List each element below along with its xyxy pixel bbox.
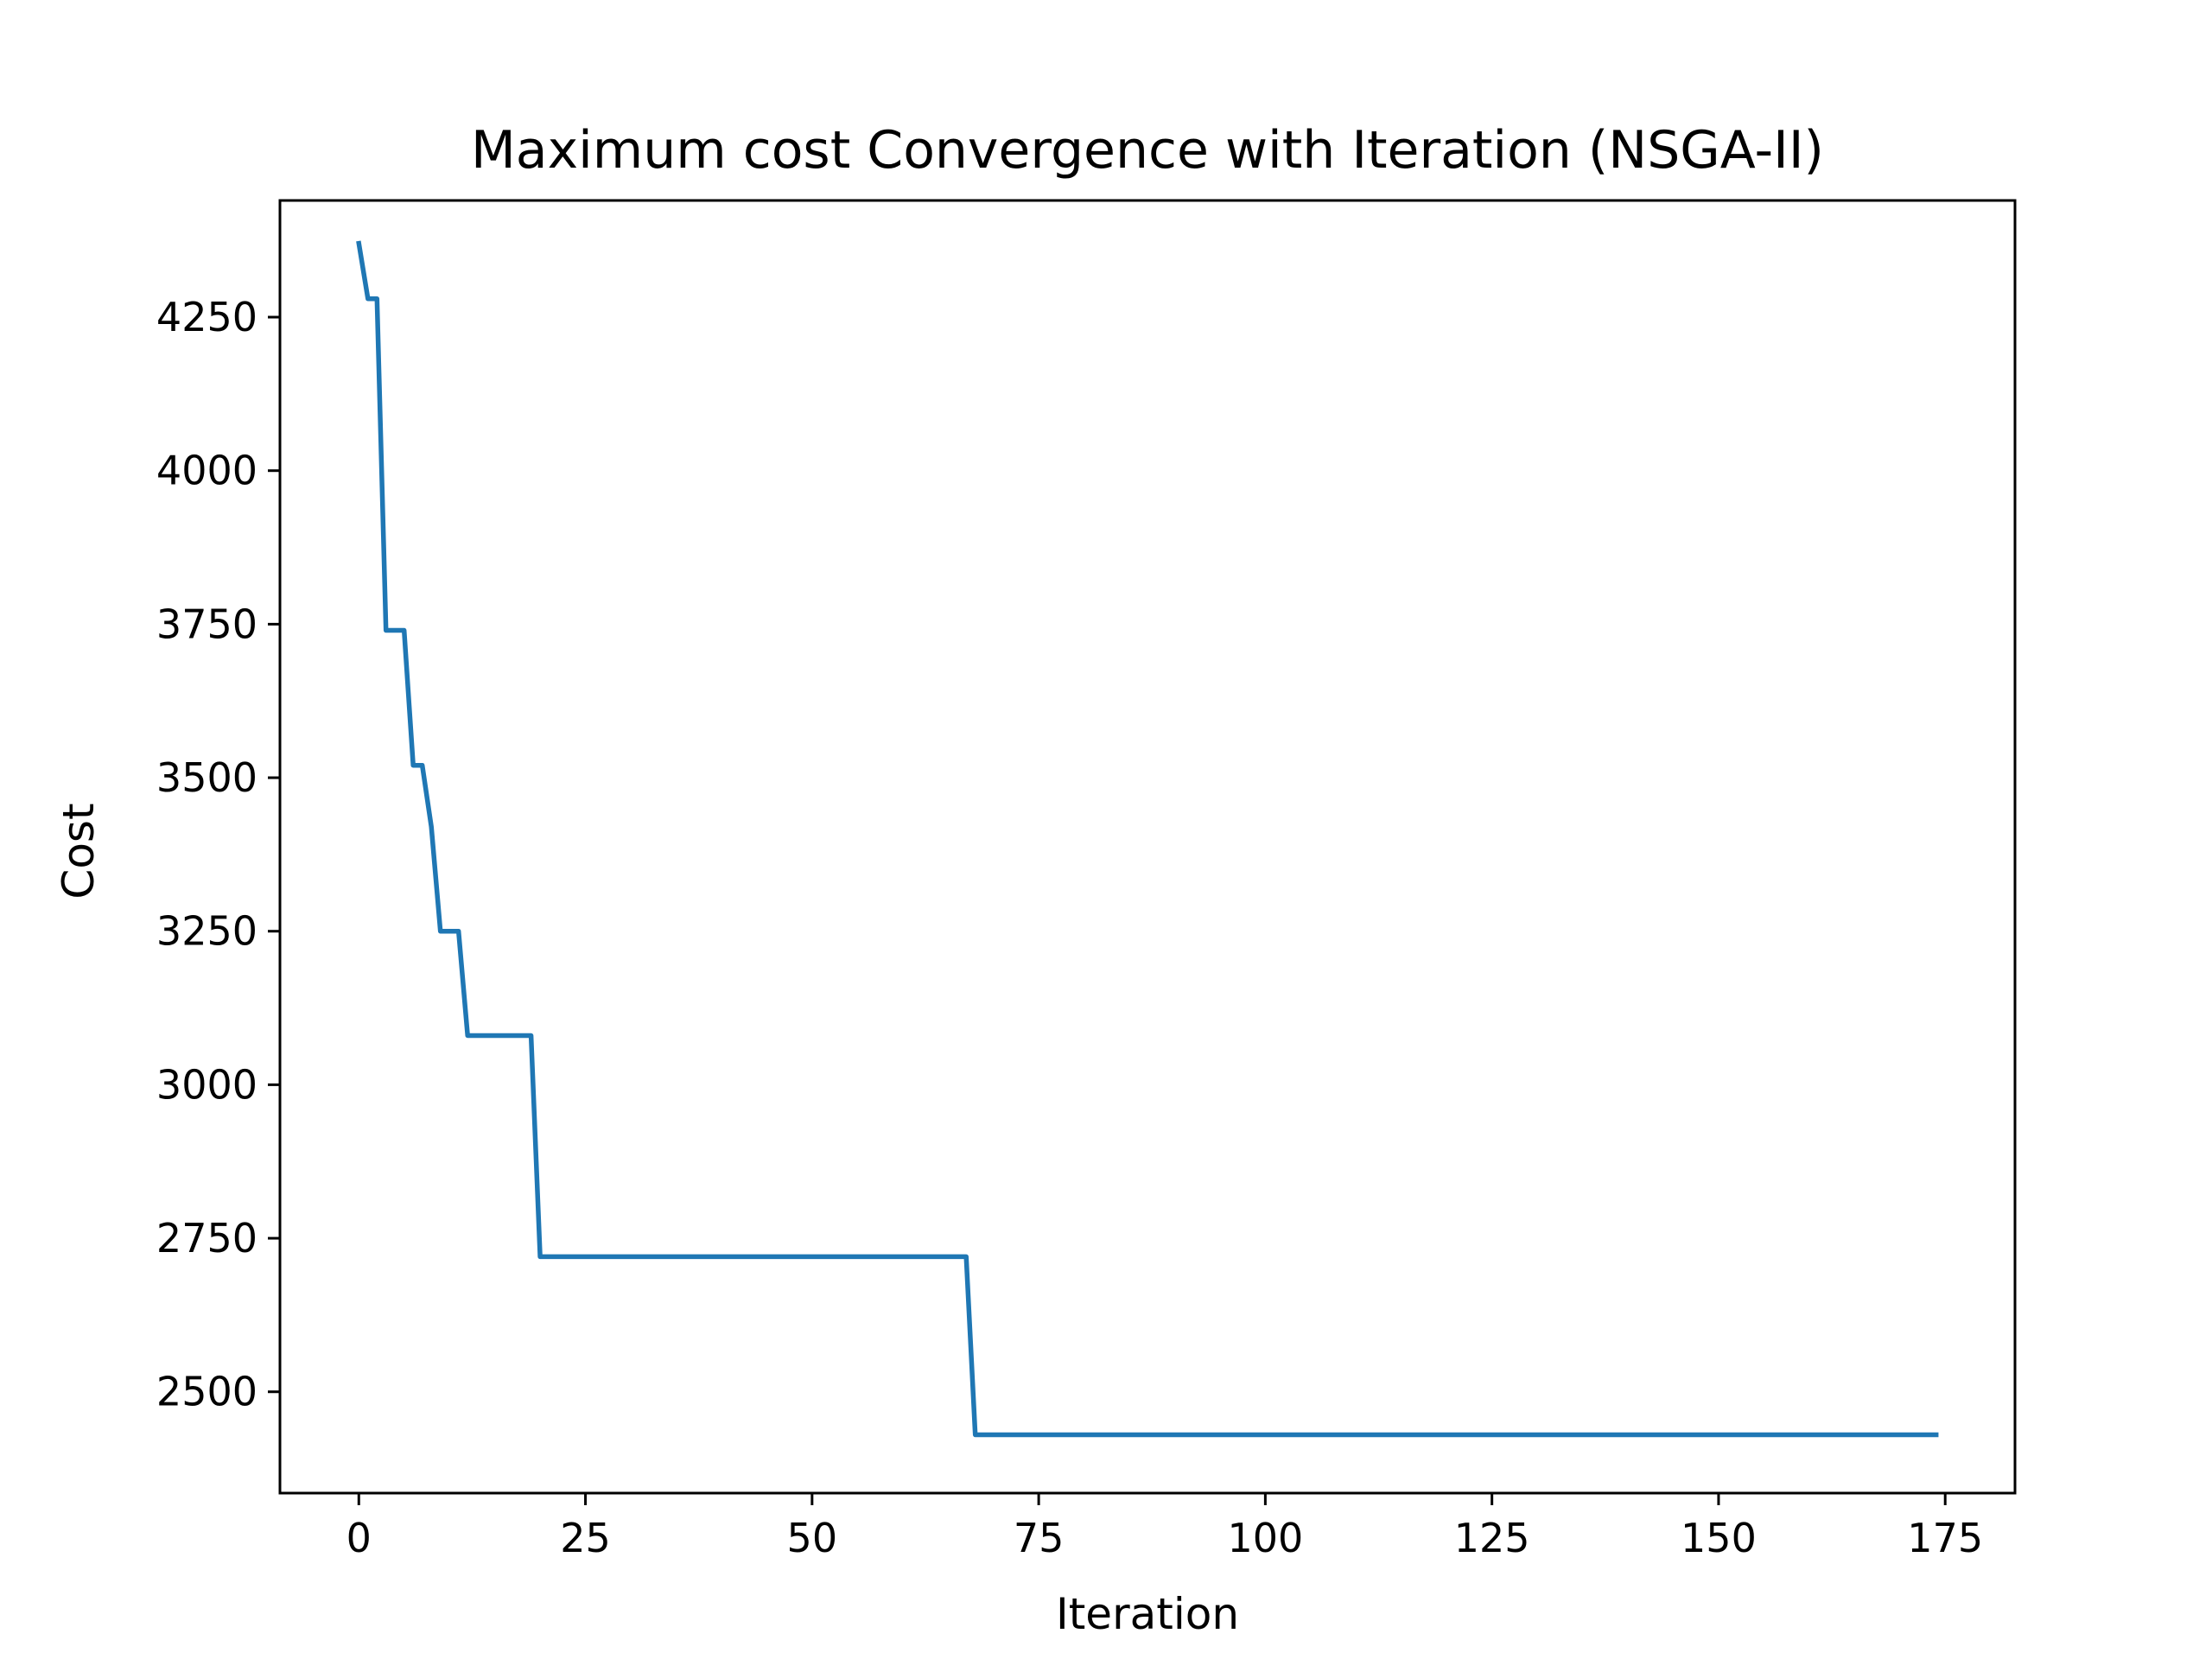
x-tick-label-1: 25 — [560, 1515, 611, 1561]
y-tick-label-1: 2750 — [156, 1215, 257, 1262]
y-tick-label-7: 4250 — [156, 294, 257, 340]
y-tick-label-4: 3500 — [156, 754, 257, 801]
x-tick-label-4: 100 — [1227, 1515, 1303, 1561]
chart-title: Maximum cost Convergence with Iteration … — [471, 120, 1824, 181]
y-tick-label-0: 2500 — [156, 1369, 257, 1415]
x-tick-label-5: 125 — [1454, 1515, 1530, 1561]
y-axis-label: Cost — [54, 803, 104, 899]
series-line-0 — [356, 240, 1939, 1438]
y-tick-label-2: 3000 — [156, 1061, 257, 1108]
x-tick-label-2: 50 — [787, 1515, 838, 1561]
x-axis-label: Iteration — [1056, 1589, 1239, 1639]
x-tick-label-7: 175 — [1907, 1515, 1983, 1561]
x-tick-label-6: 150 — [1681, 1515, 1757, 1561]
plot-area — [356, 240, 1939, 1438]
y-tick-label-6: 4000 — [156, 448, 257, 494]
axes-frame — [278, 199, 2017, 1495]
x-tick-label-3: 75 — [1014, 1515, 1065, 1561]
y-tick-label-3: 3250 — [156, 908, 257, 955]
y-axis-ticks: 2500 2750 3000 3250 3500 3750 4000 4250 — [156, 294, 280, 1415]
x-tick-label-0: 0 — [346, 1515, 372, 1561]
x-axis-ticks: 0 25 50 75 100 125 150 175 — [346, 1493, 1983, 1561]
y-tick-label-5: 3750 — [156, 601, 257, 647]
